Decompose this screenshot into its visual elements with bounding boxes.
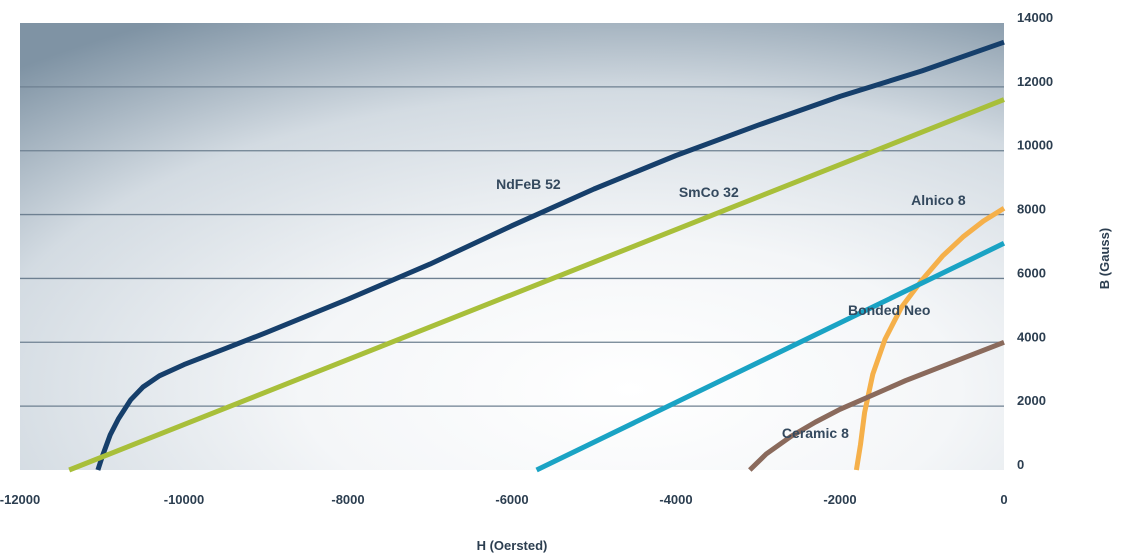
series-line-smco-32	[68, 97, 1005, 473]
series-line-alnico-8	[853, 206, 1006, 471]
y-tick-label: 8000	[1017, 202, 1046, 217]
y-tick-label: 2000	[1017, 393, 1046, 408]
x-tick-label: 0	[1000, 492, 1007, 507]
tick-labels: -12000 -10000 -8000 -6000 -4000 -2000 0 0 2000 40…	[0, 10, 1053, 507]
y-tick-label: 10000	[1017, 138, 1053, 153]
series-line-ceramic-8	[748, 339, 1005, 472]
series-line-ndfeb-52	[95, 39, 1005, 471]
series-label-bonded-neo: Bonded Neo	[848, 302, 930, 318]
y-tick-label: 4000	[1017, 329, 1046, 344]
series-label-ceramic-8: Ceramic 8	[782, 425, 849, 441]
x-tick-label: -2000	[823, 492, 856, 507]
series-label-alnico-8: Alnico 8	[911, 192, 966, 208]
grid-lines	[20, 86, 1004, 407]
x-axis-title: H (Oersted)	[477, 538, 548, 553]
x-tick-label: -6000	[495, 492, 528, 507]
series-line-bonded-neo	[535, 241, 1006, 473]
y-tick-label: 0	[1017, 457, 1024, 472]
x-tick-label: -4000	[659, 492, 692, 507]
y-tick-label: 12000	[1017, 74, 1053, 89]
x-tick-label: -12000	[0, 492, 40, 507]
y-tick-label: 6000	[1017, 265, 1046, 280]
series-labels: NdFeB 52 SmCo 32 Alnico 8 Bonded Neo Ceramic…	[496, 176, 966, 441]
y-axis-title: B (Gauss)	[1097, 228, 1112, 289]
series-label-ndfeb-52: NdFeB 52	[496, 176, 561, 192]
x-tick-label: -8000	[331, 492, 364, 507]
series-label-smco-32: SmCo 32	[679, 184, 739, 200]
y-tick-label: 14000	[1017, 10, 1053, 25]
series-lines	[68, 39, 1006, 473]
x-tick-label: -10000	[164, 492, 204, 507]
